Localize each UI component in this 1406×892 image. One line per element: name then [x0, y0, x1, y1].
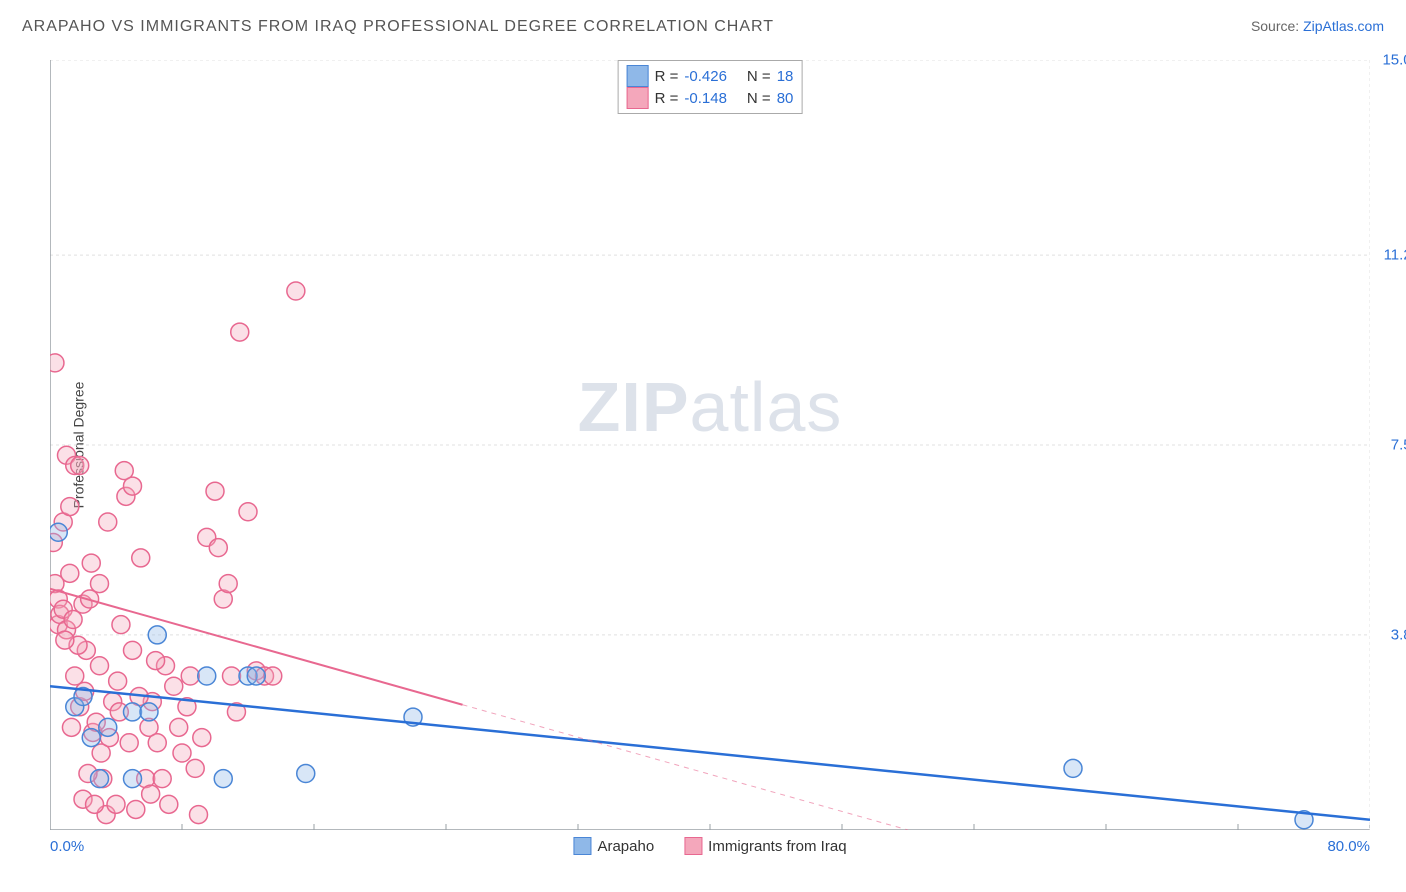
legend-swatch-iraq: [684, 837, 702, 855]
stats-legend: R = -0.426 N = 18 R = -0.148 N = 80: [618, 60, 803, 114]
x-axis-max-label: 80.0%: [1327, 838, 1370, 855]
r-value-1: -0.148: [684, 90, 727, 107]
stats-swatch-iraq: [627, 87, 649, 109]
source-prefix: Source:: [1251, 18, 1303, 34]
r-label-1: R =: [655, 90, 679, 107]
source-attribution: Source: ZipAtlas.com: [1251, 18, 1384, 34]
y-tick-label: 7.5%: [1391, 437, 1406, 454]
n-label-0: N =: [747, 68, 771, 85]
stats-row-arapaho: R = -0.426 N = 18: [627, 65, 794, 87]
stats-swatch-arapaho: [627, 65, 649, 87]
y-tick-label: 11.2%: [1384, 247, 1406, 264]
chart-area: Professional Degree ZIPatlas R = -0.426 …: [50, 60, 1370, 830]
stats-row-iraq: R = -0.148 N = 80: [627, 87, 794, 109]
source-link[interactable]: ZipAtlas.com: [1303, 18, 1384, 34]
legend-swatch-arapaho: [573, 837, 591, 855]
y-tick-label: 3.8%: [1391, 626, 1406, 643]
series-legend: Arapaho Immigrants from Iraq: [573, 837, 846, 855]
n-label-1: N =: [747, 90, 771, 107]
x-axis-min-label: 0.0%: [50, 838, 84, 855]
y-tick-label: 15.0%: [1382, 52, 1406, 69]
legend-label-iraq: Immigrants from Iraq: [708, 838, 846, 855]
legend-item-arapaho: Arapaho: [573, 837, 654, 855]
scatter-plot: [50, 60, 1370, 830]
r-label-0: R =: [655, 68, 679, 85]
chart-title: ARAPAHO VS IMMIGRANTS FROM IRAQ PROFESSI…: [22, 18, 774, 36]
n-value-1: 80: [777, 90, 794, 107]
legend-item-iraq: Immigrants from Iraq: [684, 837, 846, 855]
legend-label-arapaho: Arapaho: [597, 838, 654, 855]
n-value-0: 18: [777, 68, 794, 85]
r-value-0: -0.426: [684, 68, 727, 85]
